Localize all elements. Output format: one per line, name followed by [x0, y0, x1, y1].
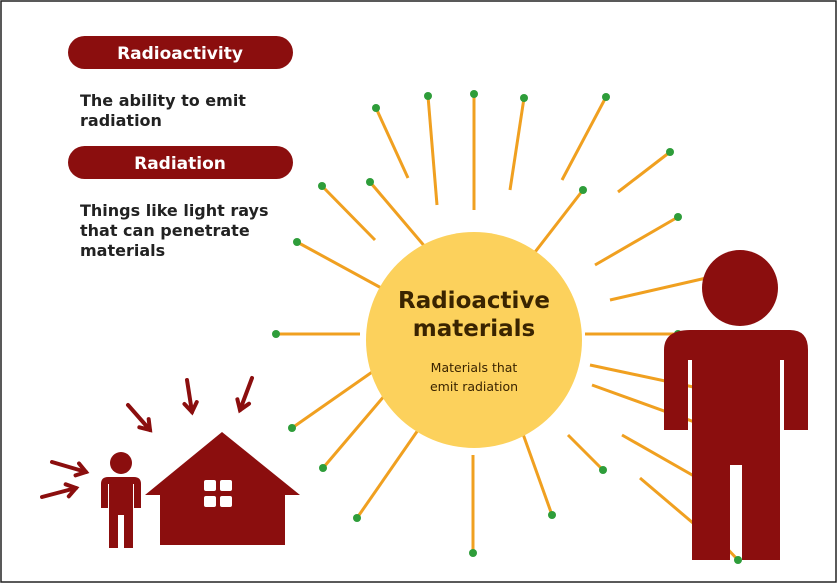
arrow-head — [73, 461, 90, 478]
ray — [566, 433, 605, 472]
arrow-head — [182, 400, 199, 416]
ray — [320, 184, 377, 242]
ray-dot — [470, 90, 478, 98]
ray-dot — [272, 330, 280, 338]
ray-dot — [293, 238, 301, 246]
ray-dot — [424, 92, 432, 100]
ray — [426, 95, 439, 206]
ray-dot — [666, 148, 674, 156]
ray-dot — [353, 514, 361, 522]
arrows — [40, 376, 254, 499]
term-definition: materials — [80, 241, 165, 260]
ray — [355, 419, 427, 519]
arrow — [126, 403, 152, 432]
center-subtitle: emit radiation — [430, 379, 518, 394]
ray-dot — [366, 178, 374, 186]
ray — [368, 181, 434, 256]
center-title: materials — [413, 316, 535, 342]
ray-dot — [602, 93, 610, 101]
ray-dot — [599, 466, 607, 474]
ray-dot — [288, 424, 296, 432]
ray-dot — [579, 186, 587, 194]
ray-dot — [318, 182, 326, 190]
ray-dot — [734, 556, 742, 564]
term-definition: Things like light rays — [80, 201, 269, 220]
arrow — [50, 460, 88, 474]
ray — [321, 394, 387, 469]
big-person — [664, 250, 808, 560]
ray-dot — [674, 213, 682, 221]
center-title: Radioactive — [398, 288, 550, 314]
center-subtitle: Materials that — [431, 360, 518, 375]
arrow-head — [63, 482, 80, 499]
small-person — [101, 452, 141, 548]
ray-dot — [469, 549, 477, 557]
ray — [560, 96, 608, 181]
ray — [296, 240, 386, 292]
term-definition: The ability to emit — [80, 91, 246, 110]
center-circle — [366, 232, 582, 448]
term-title: Radiation — [134, 154, 226, 174]
house — [145, 432, 300, 545]
ray — [594, 215, 679, 267]
arrow — [185, 378, 194, 414]
ray-dot — [548, 511, 556, 519]
arrow-head — [137, 417, 153, 433]
ray-dot — [319, 464, 327, 472]
ray — [374, 107, 410, 179]
term-pill — [68, 146, 293, 179]
term-title: Radioactivity — [117, 44, 243, 64]
term-definition: radiation — [80, 111, 162, 130]
ray — [617, 150, 671, 194]
arrow — [40, 486, 78, 499]
ray — [291, 368, 376, 430]
ray — [508, 97, 526, 191]
term-pill — [68, 36, 293, 69]
ray-dot — [372, 104, 380, 112]
term-definition: that can penetrate — [80, 221, 250, 240]
ray-dot — [520, 94, 528, 102]
arrow-head — [235, 397, 252, 414]
arrow — [238, 376, 254, 412]
